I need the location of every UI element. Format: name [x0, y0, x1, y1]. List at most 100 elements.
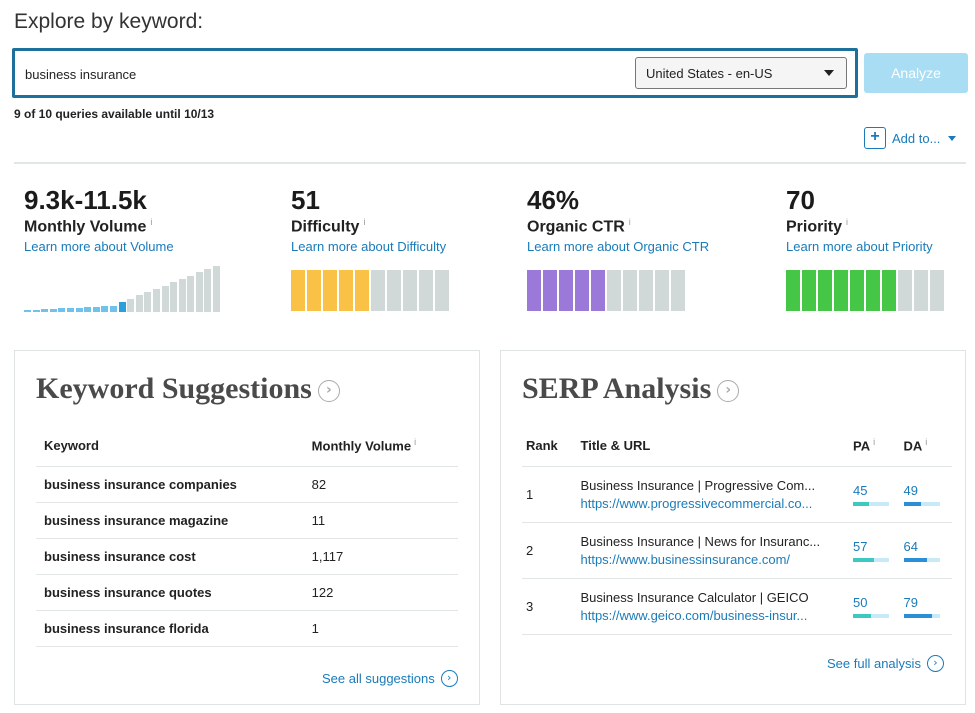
chevron-down-icon: [824, 70, 834, 76]
score-segment: [435, 270, 449, 311]
info-icon[interactable]: i: [925, 437, 928, 447]
score-segment: [623, 270, 637, 311]
pa-bar-fill: [853, 614, 872, 619]
da-cell: 49: [899, 466, 952, 523]
title-url-cell: Business Insurance Calculator | GEICO htt…: [576, 578, 850, 636]
title-url-cell: Business Insurance | News for Insuranc..…: [576, 522, 850, 579]
metric-value: 46%: [527, 185, 580, 215]
learn-more-volume-link[interactable]: Learn more about Volume: [24, 239, 174, 255]
info-icon[interactable]: i: [846, 217, 849, 227]
metric-value: 51: [291, 185, 320, 215]
table-row[interactable]: business insurance florida 1: [36, 610, 458, 648]
volume-bar: [161, 285, 169, 312]
score-segment: [355, 270, 369, 311]
analyze-button[interactable]: Analyze: [864, 53, 968, 93]
metric-value: 9.3k-11.5k: [24, 185, 147, 215]
title-url-cell: Business Insurance | Progressive Com... h…: [576, 466, 850, 523]
learn-more-ctr-link[interactable]: Learn more about Organic CTR: [527, 239, 710, 255]
column-header-keyword: Keyword: [44, 437, 99, 453]
result-url-link[interactable]: https://www.businessinsurance.com/: [580, 552, 791, 568]
keyword-cell: business insurance companies: [36, 466, 304, 503]
pa-score: 57: [853, 539, 868, 555]
da-cell: 79: [899, 578, 952, 636]
score-segment: [882, 270, 896, 311]
score-segment: [403, 270, 417, 311]
score-segment: [387, 270, 401, 311]
keyword-suggestions-table: Keyword Monthly Volume i business insuran…: [36, 428, 458, 648]
pa-cell: 45: [849, 466, 900, 523]
table-row[interactable]: 2 Business Insurance | News for Insuranc.…: [522, 522, 952, 579]
result-url-link[interactable]: https://www.geico.com/business-insur...: [580, 608, 808, 624]
info-icon[interactable]: i: [628, 217, 631, 227]
divider: [14, 162, 966, 164]
column-header-da: DA i: [900, 428, 953, 467]
table-row[interactable]: business insurance quotes 122: [36, 574, 458, 611]
da-score: 64: [903, 539, 918, 555]
info-icon[interactable]: i: [873, 437, 876, 447]
country-select[interactable]: United States - en-US: [635, 57, 847, 89]
metric-organic-ctr: 46% Organic CTR i Learn more about Organi…: [527, 185, 709, 254]
info-icon[interactable]: i: [363, 217, 366, 227]
chevron-right-icon[interactable]: ›: [717, 380, 740, 403]
volume-bar: [41, 309, 49, 312]
volume-bar: [92, 306, 100, 312]
chevron-right-icon: ›: [440, 670, 458, 687]
volume-bar: [152, 288, 160, 312]
volume-bar: [75, 307, 83, 312]
see-full-analysis-link[interactable]: See full analysis ›: [827, 655, 944, 672]
result-url-link[interactable]: https://www.progressivecommercial.co...: [580, 496, 813, 512]
info-icon[interactable]: i: [150, 217, 153, 227]
score-segment: [671, 270, 685, 311]
result-title: Business Insurance | Progressive Com...: [580, 478, 816, 494]
keyword-cell: business insurance magazine: [36, 502, 304, 539]
table-row[interactable]: business insurance companies 82: [36, 466, 458, 503]
queries-remaining-note: 9 of 10 queries available until 10/13: [14, 107, 215, 121]
score-segment: [371, 270, 385, 311]
volume-bar: [118, 302, 126, 312]
volume-bar: [84, 307, 92, 312]
da-bar: [903, 502, 940, 507]
serp-analysis-title: SERP Analysis ›: [522, 372, 740, 406]
score-segment: [818, 270, 832, 311]
table-row[interactable]: business insurance magazine 11: [36, 502, 458, 539]
column-header-volume: Monthly Volume i: [304, 428, 458, 467]
volume-cell: 82: [303, 466, 458, 503]
column-header-title-url: Title & URL: [580, 437, 651, 453]
learn-more-priority-link[interactable]: Learn more about Priority: [786, 239, 933, 255]
pa-score: 50: [853, 595, 868, 611]
chevron-right-icon[interactable]: ›: [317, 380, 340, 403]
ctr-score-bar: [527, 270, 687, 311]
score-segment: [834, 270, 848, 311]
score-segment: [575, 270, 589, 311]
keyword-search-input[interactable]: [25, 64, 625, 84]
header-text: DA: [903, 438, 923, 454]
pa-bar: [853, 502, 890, 507]
learn-more-difficulty-link[interactable]: Learn more about Difficulty: [291, 239, 447, 255]
table-row[interactable]: business insurance cost 1,117: [36, 538, 458, 575]
card-title-text: Keyword Suggestions: [36, 372, 312, 405]
volume-bar: [24, 310, 31, 312]
metric-priority: 70 Priority i Learn more about Priority: [786, 185, 933, 254]
pa-bar: [853, 614, 890, 619]
volume-bar: [187, 275, 195, 312]
metric-value: 70: [786, 185, 815, 215]
score-segment: [802, 270, 816, 311]
see-all-suggestions-link[interactable]: See all suggestions ›: [322, 670, 458, 687]
volume-bar: [170, 282, 178, 312]
table-row[interactable]: 3 Business Insurance Calculator | GEICO ht…: [522, 578, 952, 636]
add-to-button[interactable]: + Add to...: [864, 127, 957, 149]
score-segment: [527, 270, 541, 311]
table-row[interactable]: 1 Business Insurance | Progressive Com...…: [522, 466, 952, 523]
volume-bar: [32, 309, 40, 312]
column-header-pa: PA i: [849, 428, 899, 467]
difficulty-score-bar: [291, 270, 451, 311]
info-icon[interactable]: i: [414, 437, 417, 447]
result-title: Business Insurance Calculator | GEICO: [580, 590, 809, 606]
volume-bar: [66, 308, 74, 312]
search-box[interactable]: United States - en-US: [12, 48, 858, 98]
result-title: Business Insurance | News for Insuranc..…: [580, 534, 821, 550]
pa-bar: [853, 558, 890, 563]
score-segment: [607, 270, 621, 311]
pa-bar-fill: [853, 502, 870, 507]
score-segment: [655, 270, 669, 311]
